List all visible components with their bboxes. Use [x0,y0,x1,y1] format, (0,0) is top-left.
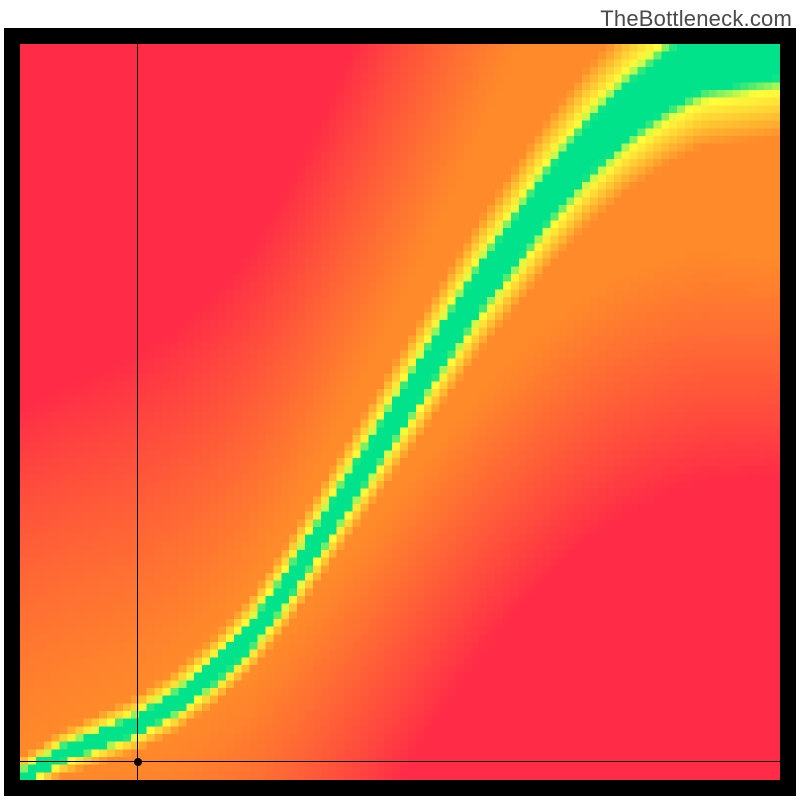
watermark-text: TheBottleneck.com [600,6,792,32]
crosshair-marker [134,758,142,766]
plot-area [20,44,780,780]
root: TheBottleneck.com [0,0,800,800]
crosshair-vertical [137,44,138,780]
plot-frame [4,28,796,796]
heatmap-canvas [20,44,780,780]
